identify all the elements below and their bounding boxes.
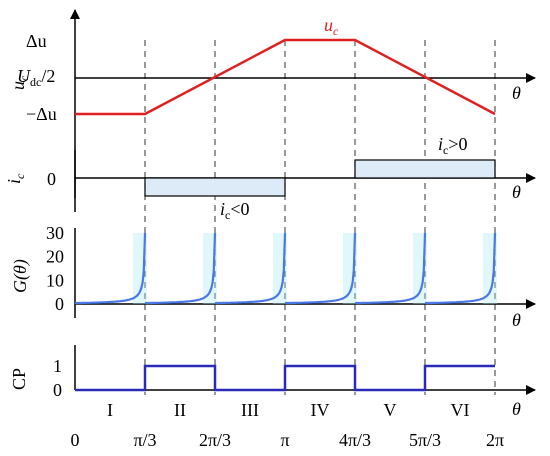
x-tick-label: 4π/3: [339, 430, 371, 450]
cp-ytick-label: 0: [53, 380, 62, 400]
panel-g: θ G(θ) 0 10 20 30: [10, 223, 536, 330]
uc-x-axis-label: θ: [512, 83, 521, 103]
ic-ytick-zero: 0: [47, 169, 56, 189]
g-y-label: G(θ): [10, 259, 31, 293]
x-tick-label: 5π/3: [409, 430, 441, 450]
uc-series-line: [75, 38, 496, 116]
x-tick-label: 0: [71, 430, 80, 450]
sector-label: IV: [311, 400, 330, 420]
panel-ic: θ ic 0 ic<0 ic>0: [4, 134, 536, 222]
ic-x-axis-label: θ: [512, 182, 521, 202]
ic-negative-label: ic<0: [220, 199, 250, 222]
x-tick-label: π/3: [133, 430, 156, 450]
g-ytick-label: 0: [55, 294, 64, 314]
ic-positive-label: ic>0: [438, 134, 468, 157]
sector-label: II: [174, 400, 186, 420]
panel-cp: θ CP 01: [9, 345, 536, 419]
cp-x-axis-label: θ: [512, 399, 521, 419]
cp-y-label: CP: [9, 368, 29, 390]
x-tick-labels: 0 π/3 2π/3 π 4π/3 5π/3 2π: [71, 430, 505, 450]
g-ytick-label: 30: [46, 223, 64, 243]
g-x-axis-label: θ: [512, 310, 521, 330]
g-ytick-labels: 0 10 20 30: [46, 223, 64, 314]
g-curve-segment: [214, 233, 287, 305]
sector-labels: I II III IV V VI: [107, 400, 470, 420]
uc-series-label: uc: [324, 15, 339, 38]
uc-ytick-bottom: −Δu: [26, 104, 57, 124]
uc-y-label: uc: [8, 75, 31, 90]
g-curve-segment: [354, 233, 427, 305]
sector-label: VI: [451, 400, 470, 420]
g-glow-bands: [133, 233, 497, 304]
x-tick-label: 2π/3: [199, 430, 231, 450]
g-ytick-label: 20: [46, 247, 64, 267]
panel-uc: θ uc Δu Udc/2 −Δu uc: [8, 9, 536, 212]
uc-ytick-top: Δu: [26, 31, 47, 51]
cp-ytick-label: 1: [53, 356, 62, 376]
cp-ytick-labels: 01: [53, 356, 62, 400]
g-ytick-label: 10: [46, 270, 64, 290]
ic-negative-region: [144, 177, 286, 197]
ic-y-label: ic: [4, 173, 27, 184]
ic-positive-region: [354, 159, 496, 179]
uc-ytick-middle: Udc/2: [17, 66, 55, 89]
x-tick-label: π: [280, 430, 289, 450]
sector-label: I: [107, 400, 113, 420]
cp-series-line: [75, 364, 495, 392]
g-curve-segment: [284, 233, 357, 305]
g-curves: [74, 233, 497, 305]
x-tick-label: 2π: [486, 430, 504, 450]
sector-boundaries: [144, 40, 496, 395]
sector-label: V: [384, 400, 397, 420]
g-curve-segment: [144, 233, 217, 305]
g-curve-segment: [74, 233, 147, 305]
g-curve-segment: [424, 233, 497, 305]
sector-label: III: [241, 400, 259, 420]
